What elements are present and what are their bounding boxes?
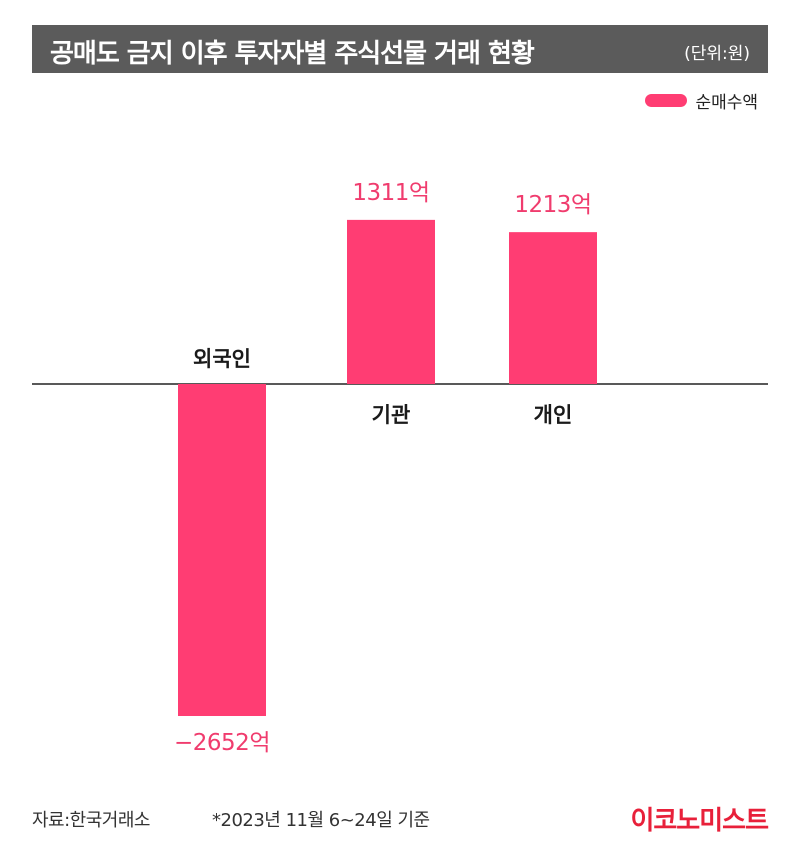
category-label-3: 개인 <box>534 403 573 427</box>
bar-3 <box>509 232 597 384</box>
title-banner: 공매도 금지 이후 투자자별 주식선물 거래 현황 (단위:원) <box>32 25 768 73</box>
bar-1 <box>178 384 266 716</box>
legend: 순매수액 <box>645 88 758 113</box>
source-note: 자료:한국거래소 <box>32 810 150 831</box>
category-label-1: 외국인 <box>193 347 251 371</box>
bar-2 <box>347 219 435 384</box>
value-label-3: 1213억 <box>514 192 591 218</box>
value-label-2: 1311억 <box>352 180 429 206</box>
publisher-logo: 이코노미스트 <box>630 806 769 836</box>
legend-swatch <box>645 94 688 107</box>
date-note: *2023년 11월 6~24일 기준 <box>212 810 430 831</box>
chart-title: 공매도 금지 이후 투자자별 주식선물 거래 현황 <box>50 39 535 69</box>
category-label-2: 기관 <box>372 403 411 427</box>
legend-label: 순매수액 <box>695 93 758 113</box>
unit-label: (단위:원) <box>684 44 750 64</box>
value-label-1: −2652억 <box>174 730 270 756</box>
